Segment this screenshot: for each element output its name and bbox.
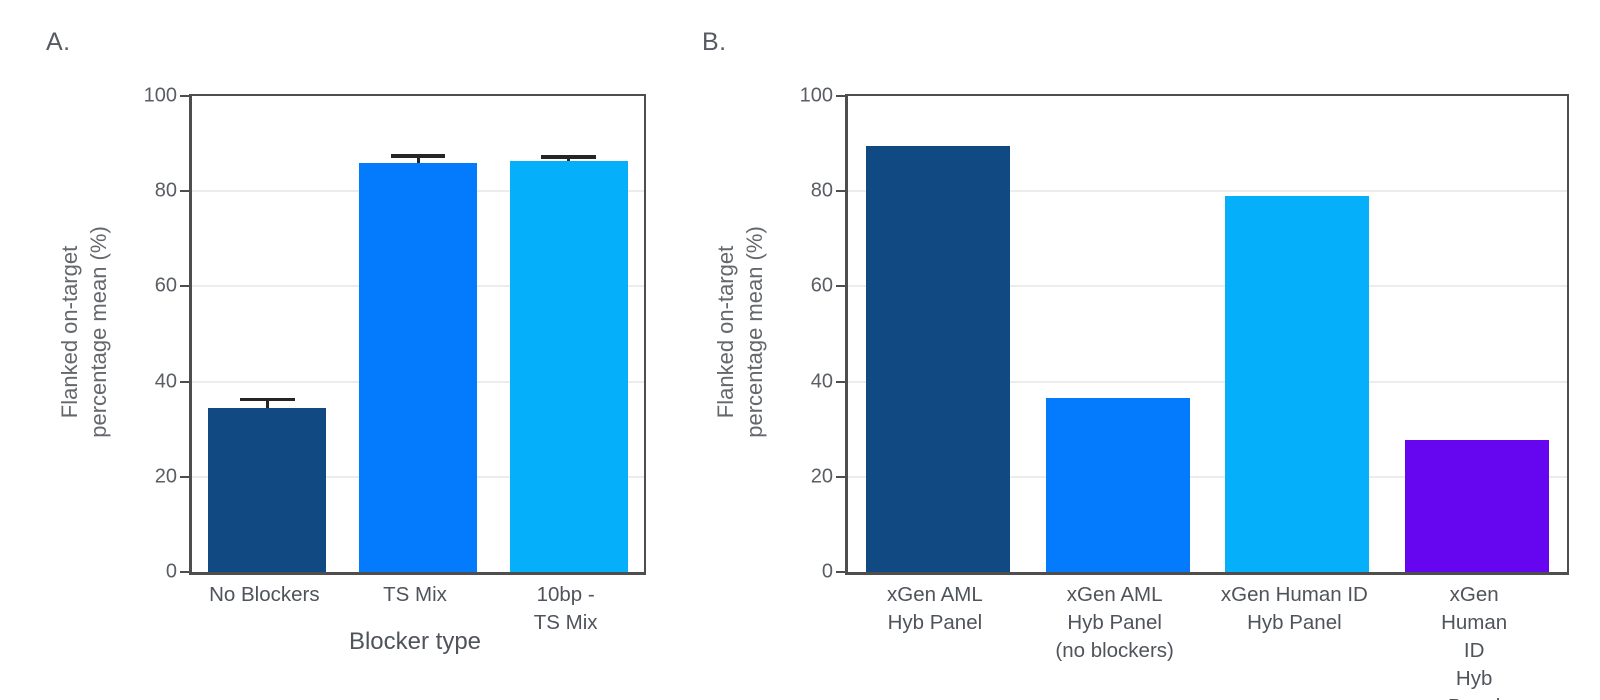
y-tick-label-40: 40 bbox=[810, 370, 833, 393]
y-tick-0 bbox=[180, 571, 189, 573]
x-label-xgen-aml-hyb-panel-no-blockers: xGen AML Hyb Panel (no blockers) bbox=[1055, 583, 1174, 662]
x-label-xgen-human-id-hyb-panel-no-blockers: xGen Human ID Hyb Panel (no blockers) bbox=[1441, 583, 1508, 700]
y-tick-40 bbox=[836, 380, 845, 383]
x-label-ts-mix: TS Mix bbox=[383, 583, 447, 606]
x-axis-labels-a: No Blockers TS Mix 10bp - TS Mix bbox=[189, 581, 641, 671]
y-tick-label-60: 60 bbox=[154, 274, 177, 297]
error-bar-cap-no-blockers bbox=[240, 397, 295, 402]
plot-area-a: 0 20 40 60 80 100 bbox=[144, 85, 646, 583]
x-axis-title-a: Blocker type bbox=[348, 628, 482, 655]
error-bar-stem-no-blockers bbox=[265, 399, 269, 408]
y-tick-label-100: 100 bbox=[799, 84, 833, 107]
y-tick-label-80: 80 bbox=[154, 179, 177, 202]
panel-label-a: A. bbox=[46, 28, 71, 56]
panel-b: B. Flanked on-target percentage mean (%)… bbox=[656, 0, 1600, 700]
y-tick-40 bbox=[180, 380, 189, 383]
error-bar-cap-10bp-ts-mix bbox=[541, 155, 596, 159]
y-tick-100 bbox=[836, 95, 845, 97]
y-tick-20 bbox=[836, 475, 845, 478]
bar-xgen-aml-hyb-panel-no-blockers bbox=[1045, 397, 1190, 572]
bar-xgen-human-id-hyb-panel bbox=[1225, 195, 1370, 572]
bar-no-blockers bbox=[208, 407, 327, 572]
y-tick-label-40: 40 bbox=[154, 370, 177, 393]
panel-a: A. Flanked on-target percentage mean (%)… bbox=[0, 0, 700, 700]
x-label-10bp-ts-mix: 10bp - TS Mix bbox=[533, 583, 598, 634]
y-tick-label-60: 60 bbox=[810, 274, 833, 297]
y-tick-label-100: 100 bbox=[143, 84, 177, 107]
x-label-no-blockers: No Blockers bbox=[209, 583, 320, 606]
gridline-60 bbox=[848, 285, 1567, 288]
y-tick-20 bbox=[180, 475, 189, 478]
bar-10bp-ts-mix bbox=[509, 160, 628, 572]
gridline-40 bbox=[848, 380, 1567, 383]
y-tick-80 bbox=[180, 190, 189, 193]
x-label-xgen-aml-hyb-panel: xGen AML Hyb Panel bbox=[887, 583, 983, 634]
y-tick-60 bbox=[180, 285, 189, 288]
y-tick-60 bbox=[836, 285, 845, 288]
panel-label-b: B. bbox=[702, 28, 727, 56]
y-tick-label-80: 80 bbox=[810, 179, 833, 202]
gridline-80 bbox=[848, 190, 1567, 193]
bar-ts-mix bbox=[358, 162, 478, 572]
y-tick-label-20: 20 bbox=[154, 465, 177, 488]
y-tick-label-0: 0 bbox=[165, 560, 177, 583]
y-tick-100 bbox=[180, 95, 189, 97]
gridline-20 bbox=[848, 475, 1567, 478]
bar-xgen-aml-hyb-panel bbox=[865, 146, 1010, 572]
y-axis-title-a: Flanked on-target percentage mean (%) bbox=[57, 226, 111, 438]
y-tick-label-0: 0 bbox=[821, 560, 833, 583]
y-tick-label-20: 20 bbox=[810, 465, 833, 488]
error-bar-stem-ts-mix bbox=[416, 155, 420, 163]
y-tick-0 bbox=[836, 571, 845, 573]
y-axis-title-b: Flanked on-target percentage mean (%) bbox=[713, 226, 767, 438]
y-tick-80 bbox=[836, 190, 845, 193]
error-bar-cap-ts-mix bbox=[390, 154, 446, 158]
plot-area-b: 0 20 40 60 80 100 bbox=[800, 85, 1569, 583]
x-label-xgen-human-id-hyb-panel: xGen Human ID Hyb Panel bbox=[1220, 583, 1368, 634]
bar-xgen-human-id-hyb-panel-no-blockers bbox=[1405, 440, 1550, 572]
x-axis-labels-b: xGen AML Hyb Panel xGen AML Hyb Panel (no… bbox=[845, 581, 1564, 700]
